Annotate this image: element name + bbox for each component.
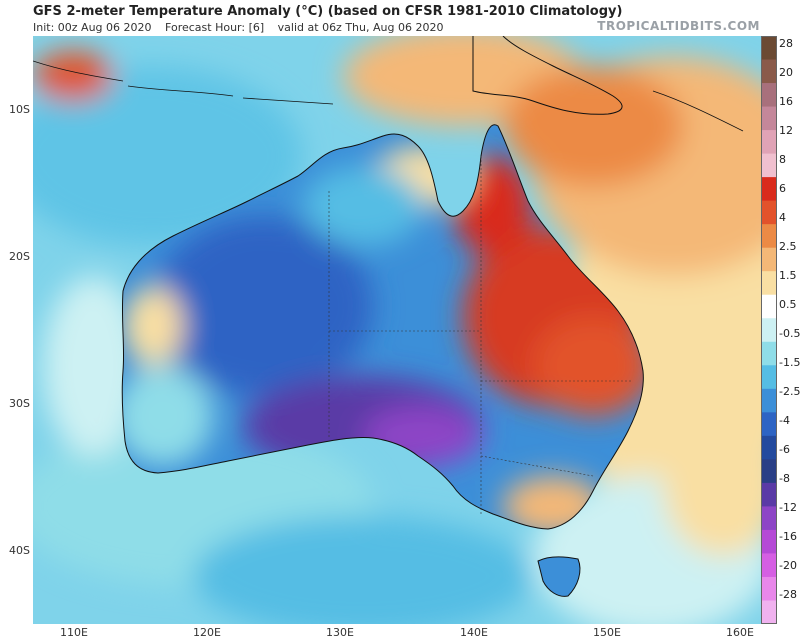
colorbar-segment <box>761 412 777 437</box>
colorbar <box>761 36 777 624</box>
colorbar-segment <box>761 36 777 61</box>
colorbar-segment <box>761 482 777 507</box>
colorbar-label: 0.5 <box>779 298 797 311</box>
lat-label-30s: 30S <box>9 397 30 410</box>
lat-label-20s: 20S <box>9 250 30 263</box>
colorbar-label: -2.5 <box>779 385 800 398</box>
colorbar-label: -1.5 <box>779 356 800 369</box>
colorbar-label: -4 <box>779 414 790 427</box>
colorbar-label: 20 <box>779 66 793 79</box>
colorbar-label: -28 <box>779 588 797 601</box>
colorbar-label: 28 <box>779 37 793 50</box>
init-time: Init: 00z Aug 06 2020 <box>33 21 152 34</box>
colorbar-segment <box>761 529 777 554</box>
colorbar-segment <box>761 600 777 624</box>
coastline-tasmania <box>537 556 581 597</box>
colorbar-label: 1.5 <box>779 269 797 282</box>
forecast-hour: Forecast Hour: [6] <box>165 21 265 34</box>
colorbar-label: 6 <box>779 182 786 195</box>
map-title: GFS 2-meter Temperature Anomaly (°C) (ba… <box>33 4 623 19</box>
colorbar-segment <box>761 365 777 390</box>
colorbar-segment <box>761 59 777 84</box>
colorbar-segment <box>761 388 777 413</box>
colorbar-label: -8 <box>779 472 790 485</box>
colorbar-segment <box>761 318 777 343</box>
coastline-islands <box>33 60 744 132</box>
colorbar-segment <box>761 224 777 249</box>
lat-label-10s: 10S <box>9 103 30 116</box>
colorbar-label: 8 <box>779 153 786 166</box>
colorbar-segment <box>761 506 777 531</box>
colorbar-segment <box>761 200 777 225</box>
colorbar-label: 2.5 <box>779 240 797 253</box>
lat-label-40s: 40S <box>9 544 30 557</box>
colorbar-label: -0.5 <box>779 327 800 340</box>
lon-label-150e: 150E <box>593 626 621 639</box>
lon-label-140e: 140E <box>460 626 488 639</box>
colorbar-segment <box>761 153 777 178</box>
colorbar-label: -20 <box>779 559 797 572</box>
colorbar-segment <box>761 106 777 131</box>
colorbar-segment <box>761 271 777 296</box>
map-subtitle: Init: 00z Aug 06 2020 Forecast Hour: [6]… <box>33 21 453 34</box>
colorbar-label: 16 <box>779 95 793 108</box>
anomaly-map <box>33 36 761 624</box>
state-borders <box>328 156 633 514</box>
colorbar-segment <box>761 247 777 272</box>
colorbar-label: -12 <box>779 501 797 514</box>
lon-label-130e: 130E <box>326 626 354 639</box>
colorbar-segment <box>761 341 777 366</box>
colorbar-label: -6 <box>779 443 790 456</box>
colorbar-segment <box>761 177 777 202</box>
colorbar-label: 12 <box>779 124 793 137</box>
colorbar-segment <box>761 294 777 319</box>
brand-watermark: TROPICALTIDBITS.COM <box>597 19 760 33</box>
colorbar-label: -16 <box>779 530 797 543</box>
coastline-new-guinea <box>472 36 623 115</box>
colorbar-segment <box>761 459 777 484</box>
colorbar-segment <box>761 553 777 578</box>
colorbar-border <box>761 36 777 624</box>
colorbar-segment <box>761 83 777 108</box>
lon-label-110e: 110E <box>60 626 88 639</box>
coastline-australia <box>121 124 644 530</box>
colorbar-label: 4 <box>779 211 786 224</box>
colorbar-segment <box>761 130 777 155</box>
colorbar-segment <box>761 576 777 601</box>
lon-label-160e: 160E <box>726 626 754 639</box>
colorbar-segment <box>761 435 777 460</box>
valid-time: valid at 06z Thu, Aug 06 2020 <box>277 21 444 34</box>
lon-label-120e: 120E <box>193 626 221 639</box>
